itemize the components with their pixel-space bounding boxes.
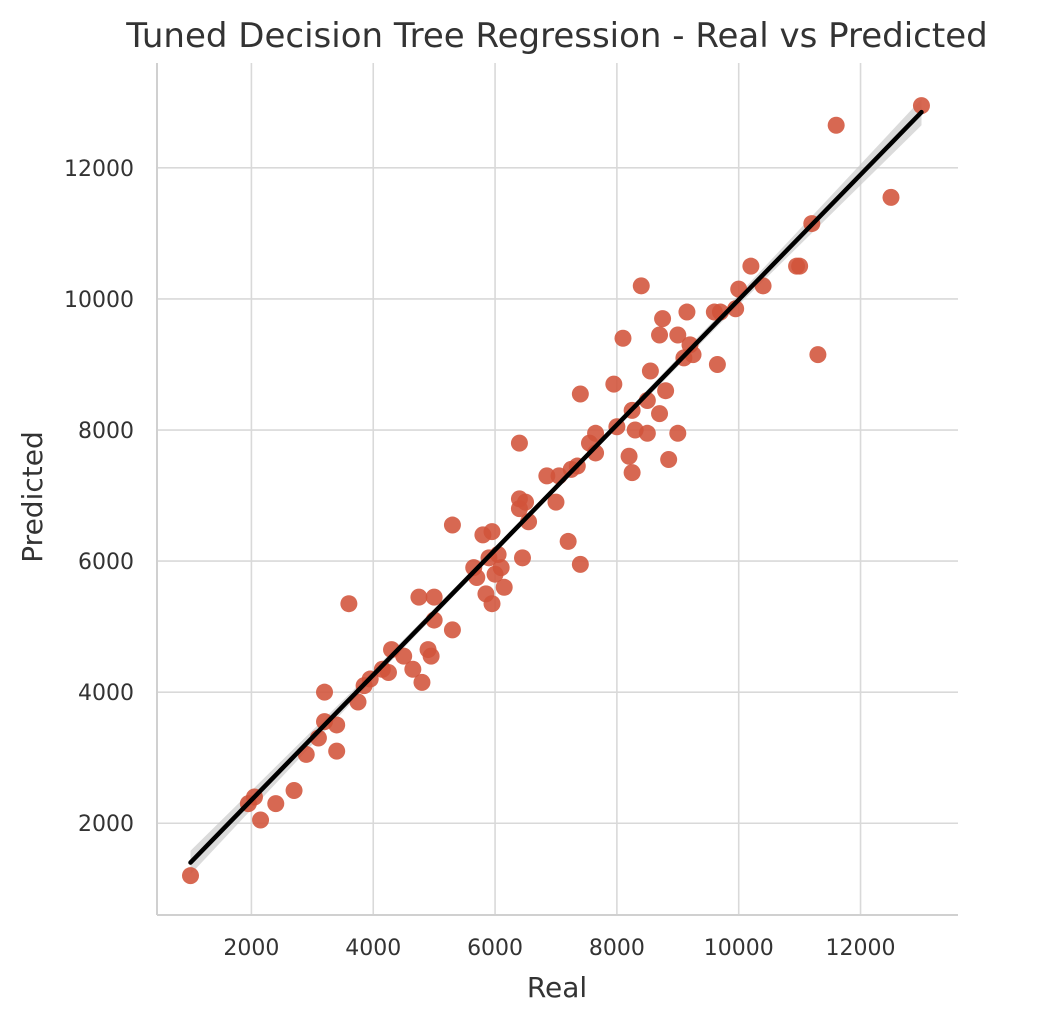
data-point (413, 673, 431, 691)
data-point (443, 516, 461, 534)
data-point (395, 647, 413, 665)
x-axis-label: Real (527, 971, 587, 1004)
y-tick-label: 8000 (78, 419, 134, 444)
x-tick-label: 2000 (223, 936, 279, 961)
data-point (316, 683, 334, 701)
data-point (623, 464, 641, 482)
x-tick-label: 6000 (467, 936, 523, 961)
data-point (538, 467, 556, 485)
x-tick-label: 12000 (826, 936, 896, 961)
data-point (620, 447, 638, 465)
regression-line-layer (188, 109, 924, 865)
data-point (641, 362, 659, 380)
data-point (410, 588, 428, 606)
chart-title: Tuned Decision Tree Regression - Real vs… (125, 16, 987, 56)
data-point (669, 424, 687, 442)
y-tick-label: 10000 (64, 288, 134, 313)
data-point (651, 326, 669, 344)
tick-labels: 2000 4000 6000 8000 10000 12000 2000 4000 6000 80… (64, 157, 896, 961)
data-point (404, 660, 422, 678)
data-point (638, 424, 656, 442)
regression-line (188, 109, 924, 865)
data-point (513, 549, 531, 567)
axes (156, 63, 958, 916)
data-point (285, 781, 303, 799)
data-point (328, 716, 346, 734)
data-point (252, 811, 270, 829)
data-point (791, 257, 809, 275)
data-point (267, 795, 285, 813)
data-point (632, 277, 650, 295)
data-point (882, 188, 900, 206)
y-axis-label: Predicted (16, 431, 49, 562)
y-tick-label: 2000 (78, 812, 134, 837)
y-tick-label: 12000 (64, 157, 134, 182)
grid (157, 63, 958, 915)
x-tick-label: 8000 (589, 936, 645, 961)
data-point (510, 434, 528, 452)
data-point (678, 303, 696, 321)
data-point (443, 621, 461, 639)
data-point (571, 385, 589, 403)
data-point (559, 532, 577, 550)
data-point (654, 310, 672, 328)
data-point (912, 97, 930, 115)
x-tick-label: 4000 (345, 936, 401, 961)
data-point (517, 493, 535, 511)
data-point (614, 329, 632, 347)
data-point (669, 326, 687, 344)
data-point (182, 867, 200, 885)
data-point (379, 664, 397, 682)
y-tick-label: 4000 (78, 681, 134, 706)
data-point (571, 555, 589, 573)
data-point (657, 382, 675, 400)
data-point (483, 523, 501, 541)
data-point (742, 257, 760, 275)
data-point (340, 595, 358, 613)
x-tick-label: 10000 (704, 936, 774, 961)
y-tick-label: 6000 (78, 550, 134, 575)
data-point (708, 355, 726, 373)
data-point (660, 451, 678, 469)
data-point (809, 346, 827, 364)
data-point (483, 595, 501, 613)
data-point (605, 375, 623, 393)
data-point (425, 588, 443, 606)
data-point (492, 559, 510, 577)
data-point (587, 424, 605, 442)
data-point (651, 405, 669, 423)
data-point (495, 578, 513, 596)
data-point (422, 647, 440, 665)
data-point (547, 493, 565, 511)
data-point (827, 116, 845, 134)
data-point (328, 742, 346, 760)
